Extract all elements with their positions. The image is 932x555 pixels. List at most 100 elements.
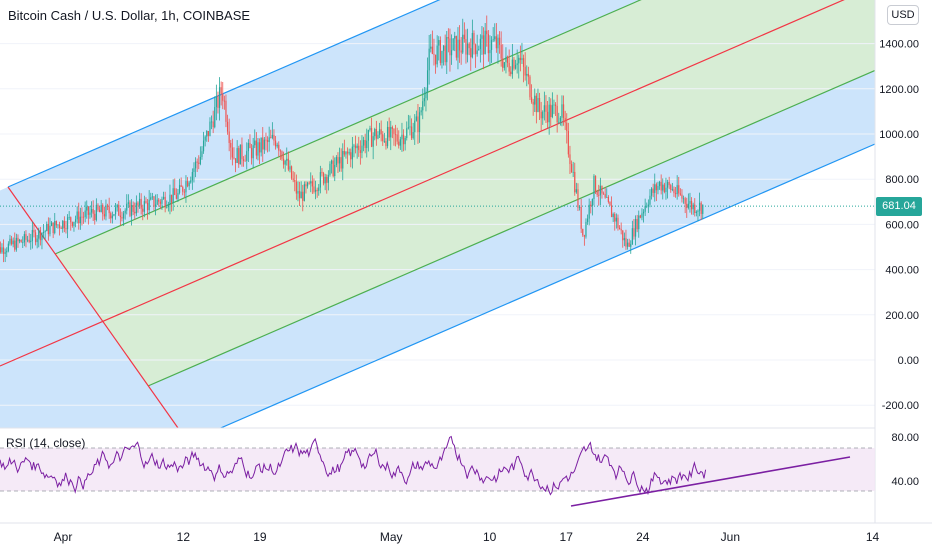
candle-body [402,134,405,145]
candle-body [689,200,691,204]
candle-body [641,213,643,218]
candle-body [538,97,541,112]
candle-body [412,132,414,139]
candle-body [249,142,251,149]
candle-body [14,240,16,250]
candle-body [215,95,217,108]
currency-button[interactable]: USD [887,5,919,25]
candle-body [217,95,219,108]
candle-body [12,240,14,245]
candle-body [354,145,357,149]
candle-body [188,182,190,187]
candle-body [183,191,185,193]
candle-body [346,151,349,154]
candle-body [630,244,632,247]
candle-body [585,221,587,237]
candle-body [410,126,413,139]
candle-body [326,176,328,183]
candle-body [612,214,614,218]
candle-body [470,48,472,58]
candle-body [540,111,542,119]
candle-body [36,238,38,243]
candle-body [273,134,275,141]
candle-body [663,184,665,193]
inner-fill [55,0,875,386]
candle-body [404,137,406,145]
candle-body [418,112,421,133]
candle-body [17,237,19,242]
candle-body [327,174,329,183]
candle-body [103,214,105,217]
candle-body [308,182,310,184]
upper-outer-line [7,0,441,188]
candle-body [486,30,488,35]
candle-body [633,228,635,237]
candle-body [567,130,569,155]
candle-body [617,217,619,228]
candle-body [460,50,462,53]
candle-body [441,50,443,63]
candle-body [204,136,206,141]
candle-body [681,194,683,199]
candle-body [290,166,293,179]
candle-body [642,211,645,214]
candle-body [438,40,440,46]
candle-body [106,205,109,207]
candle-body [238,148,240,165]
candle-body [218,87,221,108]
candle-body [666,181,669,188]
candle-body [302,191,304,201]
candle-body [156,199,158,205]
candle-body [282,158,285,165]
candle-body [361,145,363,153]
candle-body [508,62,510,72]
candle-body [514,64,517,69]
candle-body [135,202,137,214]
candle-body [151,196,153,198]
candle-body [498,37,501,45]
candle-body [129,202,131,216]
candle-body [505,56,507,63]
candle-body [577,189,579,208]
candle-body [134,211,136,214]
rsi-tick-label: 40.00 [891,476,919,488]
candle-body [0,247,1,253]
candle-body [162,196,165,199]
candle-body [140,198,142,209]
candle-body [702,204,704,214]
x-tick-label: May [380,530,403,544]
candle-body [194,161,197,169]
candle-body [71,222,73,226]
candle-body [124,210,126,214]
candle-body [638,215,640,230]
candle-body [39,230,41,241]
candle-body [324,176,326,184]
candle-body [329,163,331,175]
candle-body [303,184,305,201]
candle-body [65,228,67,230]
candle-body [494,36,496,40]
candle-body [190,180,192,183]
candle-body [462,34,464,53]
candle-body [9,238,11,244]
candle-body [276,144,278,147]
candle-body [599,185,601,196]
candle-body [313,186,315,192]
candle-body [1,247,3,253]
candle-body [338,157,341,164]
candle-body [374,128,376,137]
candle-body [207,130,209,136]
candle-body [18,240,21,242]
candle-body [695,211,697,213]
candle-body [31,230,33,241]
candle-body [650,188,653,196]
candle-body [375,128,377,139]
candle-body [63,220,65,229]
candle-body [142,208,144,212]
candle-body [146,202,149,211]
candle-body [657,186,659,191]
candle-body [210,121,213,123]
